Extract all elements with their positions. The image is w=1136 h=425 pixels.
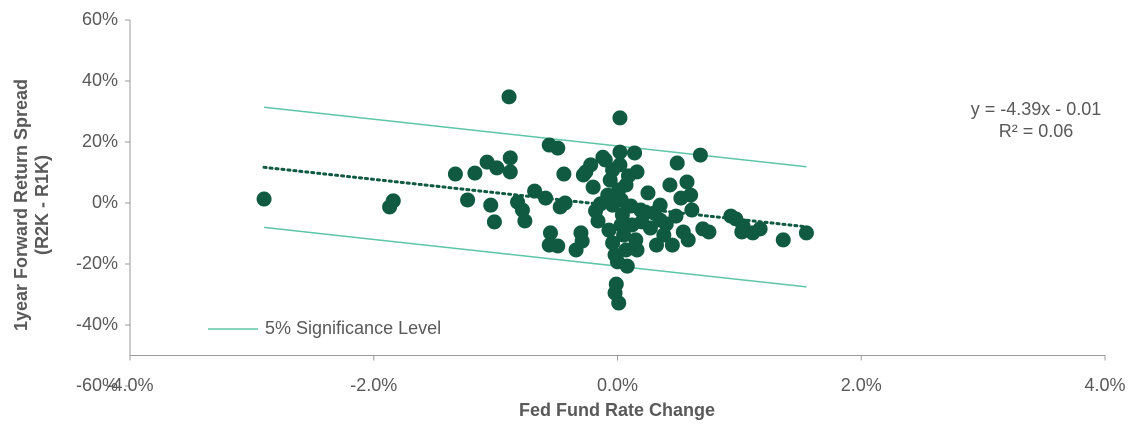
y-tick-label: 40% xyxy=(82,70,118,90)
point xyxy=(385,193,401,209)
trendline xyxy=(262,165,808,229)
point xyxy=(608,276,624,292)
point xyxy=(775,232,791,248)
point xyxy=(612,157,628,173)
point xyxy=(550,238,566,254)
point xyxy=(527,183,543,199)
point xyxy=(557,195,573,211)
point xyxy=(550,140,566,156)
equation: y = -4.39x - 0.01 xyxy=(971,99,1102,119)
point xyxy=(486,214,502,230)
point xyxy=(669,155,685,171)
point xyxy=(640,185,656,201)
point xyxy=(662,177,678,193)
point xyxy=(542,225,558,241)
y-tick-label: 0% xyxy=(92,192,118,212)
point xyxy=(574,233,590,249)
point xyxy=(585,179,601,195)
x-tick-label: 4.0% xyxy=(1084,375,1125,395)
point xyxy=(590,213,606,229)
point xyxy=(601,222,617,238)
point xyxy=(501,89,517,105)
point xyxy=(460,192,476,208)
point xyxy=(502,150,518,166)
point xyxy=(692,147,708,163)
x-tick-label: 0.0% xyxy=(597,375,638,395)
y-tick-label: 60% xyxy=(82,9,118,29)
y-tick-label: 20% xyxy=(82,131,118,151)
point xyxy=(798,225,814,241)
point xyxy=(684,202,700,218)
point xyxy=(489,160,505,176)
point xyxy=(611,182,627,198)
point xyxy=(629,242,645,258)
point xyxy=(605,235,621,251)
y-axis-title: (R2K - R1K) xyxy=(32,155,52,255)
point xyxy=(556,166,572,182)
y-tick-label: -20% xyxy=(76,253,118,273)
point xyxy=(701,224,717,240)
point xyxy=(619,258,635,274)
point xyxy=(612,110,628,126)
point xyxy=(680,232,696,248)
significance-line xyxy=(263,226,807,288)
point xyxy=(752,221,768,237)
point xyxy=(447,166,463,182)
point xyxy=(502,164,518,180)
point xyxy=(652,197,668,213)
point xyxy=(256,191,272,207)
y-axis-title: 1year Forward Return Spread xyxy=(11,79,31,331)
point xyxy=(683,187,699,203)
point xyxy=(664,237,680,253)
point xyxy=(629,164,645,180)
x-tick-label: 2.0% xyxy=(841,375,882,395)
point xyxy=(627,145,643,161)
significance-line xyxy=(263,106,807,168)
point xyxy=(613,217,629,233)
point xyxy=(679,174,695,190)
x-axis-title: Fed Fund Rate Change xyxy=(519,400,715,420)
point xyxy=(483,197,499,213)
point xyxy=(467,165,483,181)
y-tick-label: -40% xyxy=(76,314,118,334)
point xyxy=(583,157,599,173)
r-squared: R² = 0.06 xyxy=(999,121,1074,141)
legend-label: 5% Significance Level xyxy=(265,318,441,338)
point xyxy=(618,242,634,258)
point xyxy=(612,144,628,160)
x-tick-label: -2.0% xyxy=(350,375,397,395)
point xyxy=(611,295,627,311)
y-tick-label: -60% xyxy=(76,375,118,395)
point xyxy=(517,213,533,229)
x-tick-label: -4.0% xyxy=(106,375,153,395)
point xyxy=(652,212,668,228)
